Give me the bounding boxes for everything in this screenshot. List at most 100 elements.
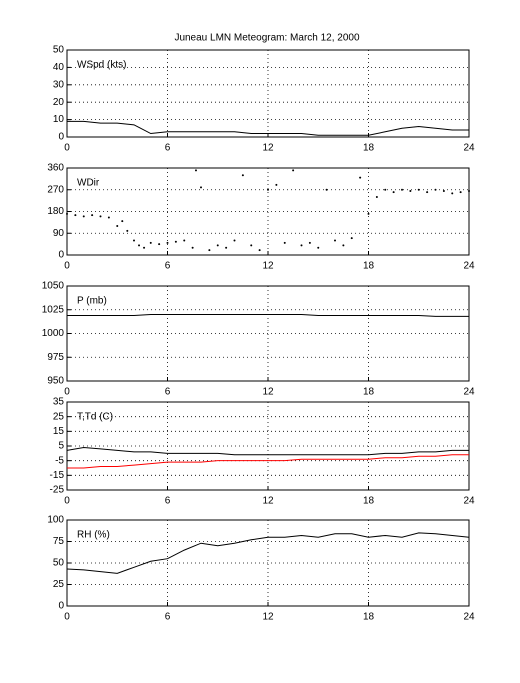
data-point bbox=[459, 191, 462, 194]
data-line bbox=[67, 454, 469, 469]
data-point bbox=[292, 169, 295, 172]
data-point bbox=[241, 174, 244, 177]
chart-title: Juneau LMN Meteogram: March 12, 2000 bbox=[174, 33, 360, 44]
plot-frame bbox=[66, 167, 470, 256]
y-axis-label: WDir bbox=[77, 178, 100, 189]
data-point bbox=[121, 220, 124, 223]
y-tick-label: 180 bbox=[47, 206, 64, 217]
y-tick-label: 50 bbox=[53, 558, 65, 569]
data-point bbox=[208, 249, 211, 252]
y-tick-label: 20 bbox=[53, 97, 65, 108]
y-tick-label: 950 bbox=[47, 376, 64, 387]
data-point bbox=[375, 196, 378, 198]
x-tick-label: 6 bbox=[165, 612, 171, 623]
y-tick-label: 90 bbox=[53, 228, 65, 239]
x-tick-label: 0 bbox=[64, 612, 70, 623]
data-point bbox=[317, 246, 320, 249]
x-tick-label: 18 bbox=[363, 496, 375, 507]
plot-frame bbox=[66, 49, 470, 138]
y-tick-label: 100 bbox=[47, 515, 64, 526]
y-tick-label: 75 bbox=[53, 536, 65, 547]
data-point bbox=[451, 192, 454, 195]
data-point bbox=[194, 169, 197, 172]
data-point bbox=[233, 239, 236, 242]
y-tick-label: 975 bbox=[47, 352, 64, 363]
x-tick-label: 6 bbox=[165, 261, 171, 272]
plot-frame bbox=[66, 401, 470, 491]
x-tick-label: 6 bbox=[165, 496, 171, 507]
y-tick-label: 270 bbox=[47, 184, 64, 195]
x-tick-label: 24 bbox=[463, 612, 475, 623]
data-point bbox=[149, 241, 152, 244]
y-axis-label: RH (%) bbox=[77, 530, 110, 541]
data-point bbox=[91, 214, 94, 217]
data-point bbox=[250, 244, 253, 247]
data-point bbox=[384, 188, 387, 191]
x-tick-label: 12 bbox=[262, 387, 274, 398]
y-tick-label: 5 bbox=[58, 441, 64, 452]
data-point bbox=[107, 216, 110, 219]
y-tick-label: -5 bbox=[55, 455, 64, 466]
x-tick-label: 18 bbox=[363, 387, 375, 398]
data-point bbox=[359, 176, 362, 179]
y-tick-label: 40 bbox=[53, 62, 65, 73]
x-tick-label: 12 bbox=[262, 143, 274, 154]
data-line bbox=[66, 446, 469, 456]
data-point bbox=[183, 239, 186, 242]
y-tick-label: 0 bbox=[58, 601, 64, 612]
y-tick-label: 1000 bbox=[42, 328, 65, 339]
data-point bbox=[166, 241, 169, 244]
data-point bbox=[66, 212, 68, 215]
data-point bbox=[308, 241, 311, 244]
x-tick-label: 24 bbox=[463, 143, 475, 154]
x-tick-label: 12 bbox=[262, 261, 274, 272]
plot-frame bbox=[66, 519, 470, 607]
data-point bbox=[334, 239, 336, 242]
data-point bbox=[442, 189, 445, 192]
data-point bbox=[126, 229, 129, 232]
data-line bbox=[67, 314, 469, 317]
y-tick-label: 0 bbox=[58, 250, 64, 261]
y-tick-label: -25 bbox=[50, 485, 65, 496]
data-point bbox=[417, 188, 420, 191]
y-tick-label: 10 bbox=[53, 114, 65, 125]
data-point bbox=[409, 189, 412, 192]
data-point bbox=[258, 249, 261, 252]
data-point bbox=[300, 244, 303, 247]
x-tick-label: 6 bbox=[165, 143, 171, 154]
y-tick-label: 360 bbox=[47, 163, 64, 174]
data-point bbox=[325, 188, 328, 191]
plot-frame bbox=[66, 285, 470, 382]
y-axis-label: T,Td (C) bbox=[77, 412, 113, 423]
data-point bbox=[342, 244, 345, 247]
data-point bbox=[350, 237, 353, 240]
data-point bbox=[468, 189, 470, 192]
x-tick-label: 24 bbox=[463, 261, 475, 272]
data-point bbox=[216, 244, 219, 247]
data-point bbox=[116, 225, 119, 227]
x-tick-label: 24 bbox=[463, 496, 475, 507]
y-tick-label: 0 bbox=[58, 132, 64, 143]
data-line bbox=[66, 532, 470, 574]
y-tick-label: 1050 bbox=[42, 281, 65, 292]
data-point bbox=[174, 240, 177, 243]
data-point bbox=[158, 243, 161, 246]
x-tick-label: 12 bbox=[262, 612, 274, 623]
y-tick-label: 25 bbox=[53, 411, 65, 422]
x-tick-label: 0 bbox=[64, 261, 70, 272]
y-tick-label: 50 bbox=[53, 45, 65, 56]
x-tick-label: 6 bbox=[165, 387, 171, 398]
data-point bbox=[426, 191, 429, 194]
x-tick-label: 18 bbox=[363, 143, 375, 154]
x-tick-label: 24 bbox=[463, 387, 475, 398]
y-tick-label: 25 bbox=[53, 579, 65, 590]
data-point bbox=[401, 188, 403, 191]
x-tick-label: 0 bbox=[64, 387, 70, 398]
data-point bbox=[275, 183, 278, 186]
y-axis-label: P (mb) bbox=[77, 296, 107, 307]
data-point bbox=[133, 239, 135, 242]
data-point bbox=[267, 188, 269, 191]
data-point bbox=[200, 186, 202, 189]
